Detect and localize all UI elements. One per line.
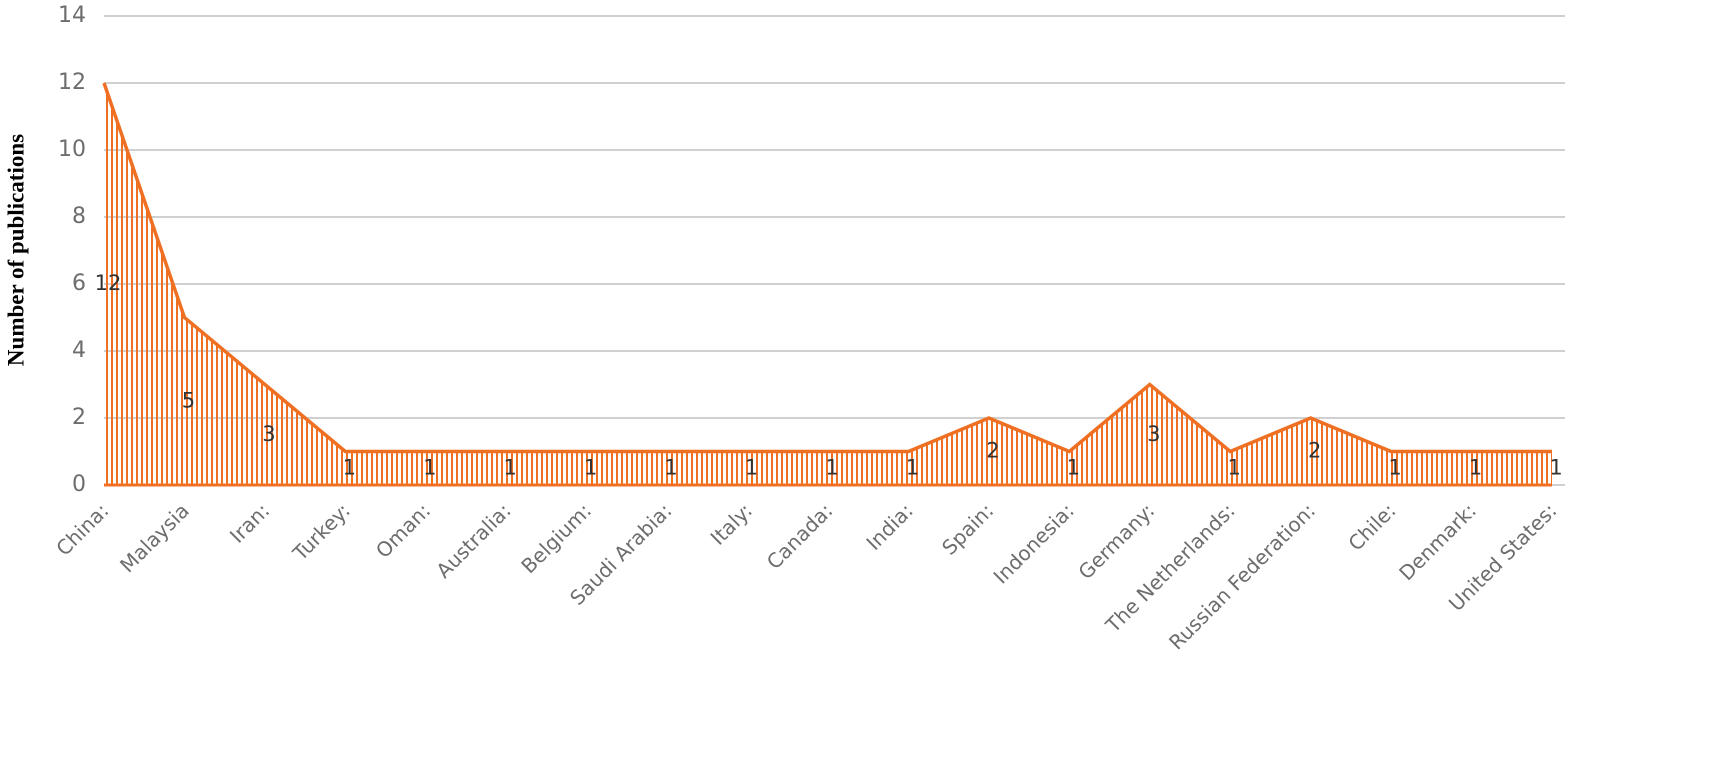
data-label: 12 <box>95 271 122 295</box>
y-tick-label: 14 <box>58 3 86 28</box>
area <box>104 83 1552 485</box>
x-tick-label: Spain: <box>937 498 998 559</box>
data-label: 1 <box>1228 455 1241 479</box>
y-tick-label: 10 <box>58 137 86 162</box>
data-label: 1 <box>343 455 356 479</box>
x-tick-label: Australia: <box>431 498 515 582</box>
y-tick-label: 12 <box>58 70 86 95</box>
data-label: 1 <box>504 455 517 479</box>
data-label: 1 <box>1388 455 1401 479</box>
x-tick-label: Denmark: <box>1394 498 1481 585</box>
data-label: 3 <box>1147 422 1160 446</box>
area-line <box>102 82 1552 454</box>
x-tick-label: Russian Federation: <box>1164 498 1320 654</box>
x-tick-label: Oman: <box>371 498 435 562</box>
data-label: 1 <box>825 455 838 479</box>
data-label: 1 <box>1549 455 1562 479</box>
x-tick-label: Germany: <box>1073 498 1159 584</box>
data-label: 1 <box>584 455 597 479</box>
data-label: 1 <box>745 455 758 479</box>
data-label: 1 <box>1469 455 1482 479</box>
data-label: 5 <box>182 388 195 412</box>
data-label: 1 <box>423 455 436 479</box>
x-tick-label: Turkey: <box>287 498 354 565</box>
x-tick-label: India: <box>861 498 917 554</box>
data-label: 3 <box>262 422 275 446</box>
x-tick-label: Canada: <box>762 498 838 574</box>
x-tick-label: China: <box>51 498 113 560</box>
data-label: 2 <box>986 439 999 463</box>
x-tick-label: Malaysia <box>115 498 194 577</box>
data-label: 1 <box>1067 455 1080 479</box>
y-tick-label: 6 <box>72 271 86 296</box>
y-axis-label: Number of publications <box>3 134 28 366</box>
x-tick-label: Belgium: <box>516 498 596 578</box>
y-tick-label: 4 <box>72 338 86 363</box>
y-tick-label: 2 <box>72 405 86 430</box>
data-label: 2 <box>1308 439 1321 463</box>
y-tick-label: 0 <box>72 472 86 497</box>
y-tick-label: 8 <box>72 204 86 229</box>
data-label: 1 <box>906 455 919 479</box>
x-tick-label: Italy: <box>706 498 757 549</box>
x-tick-label: Chile: <box>1343 498 1400 555</box>
x-tick-label: Indonesia: <box>989 498 1079 588</box>
x-tick-label: Iran: <box>225 498 274 547</box>
data-label: 1 <box>664 455 677 479</box>
